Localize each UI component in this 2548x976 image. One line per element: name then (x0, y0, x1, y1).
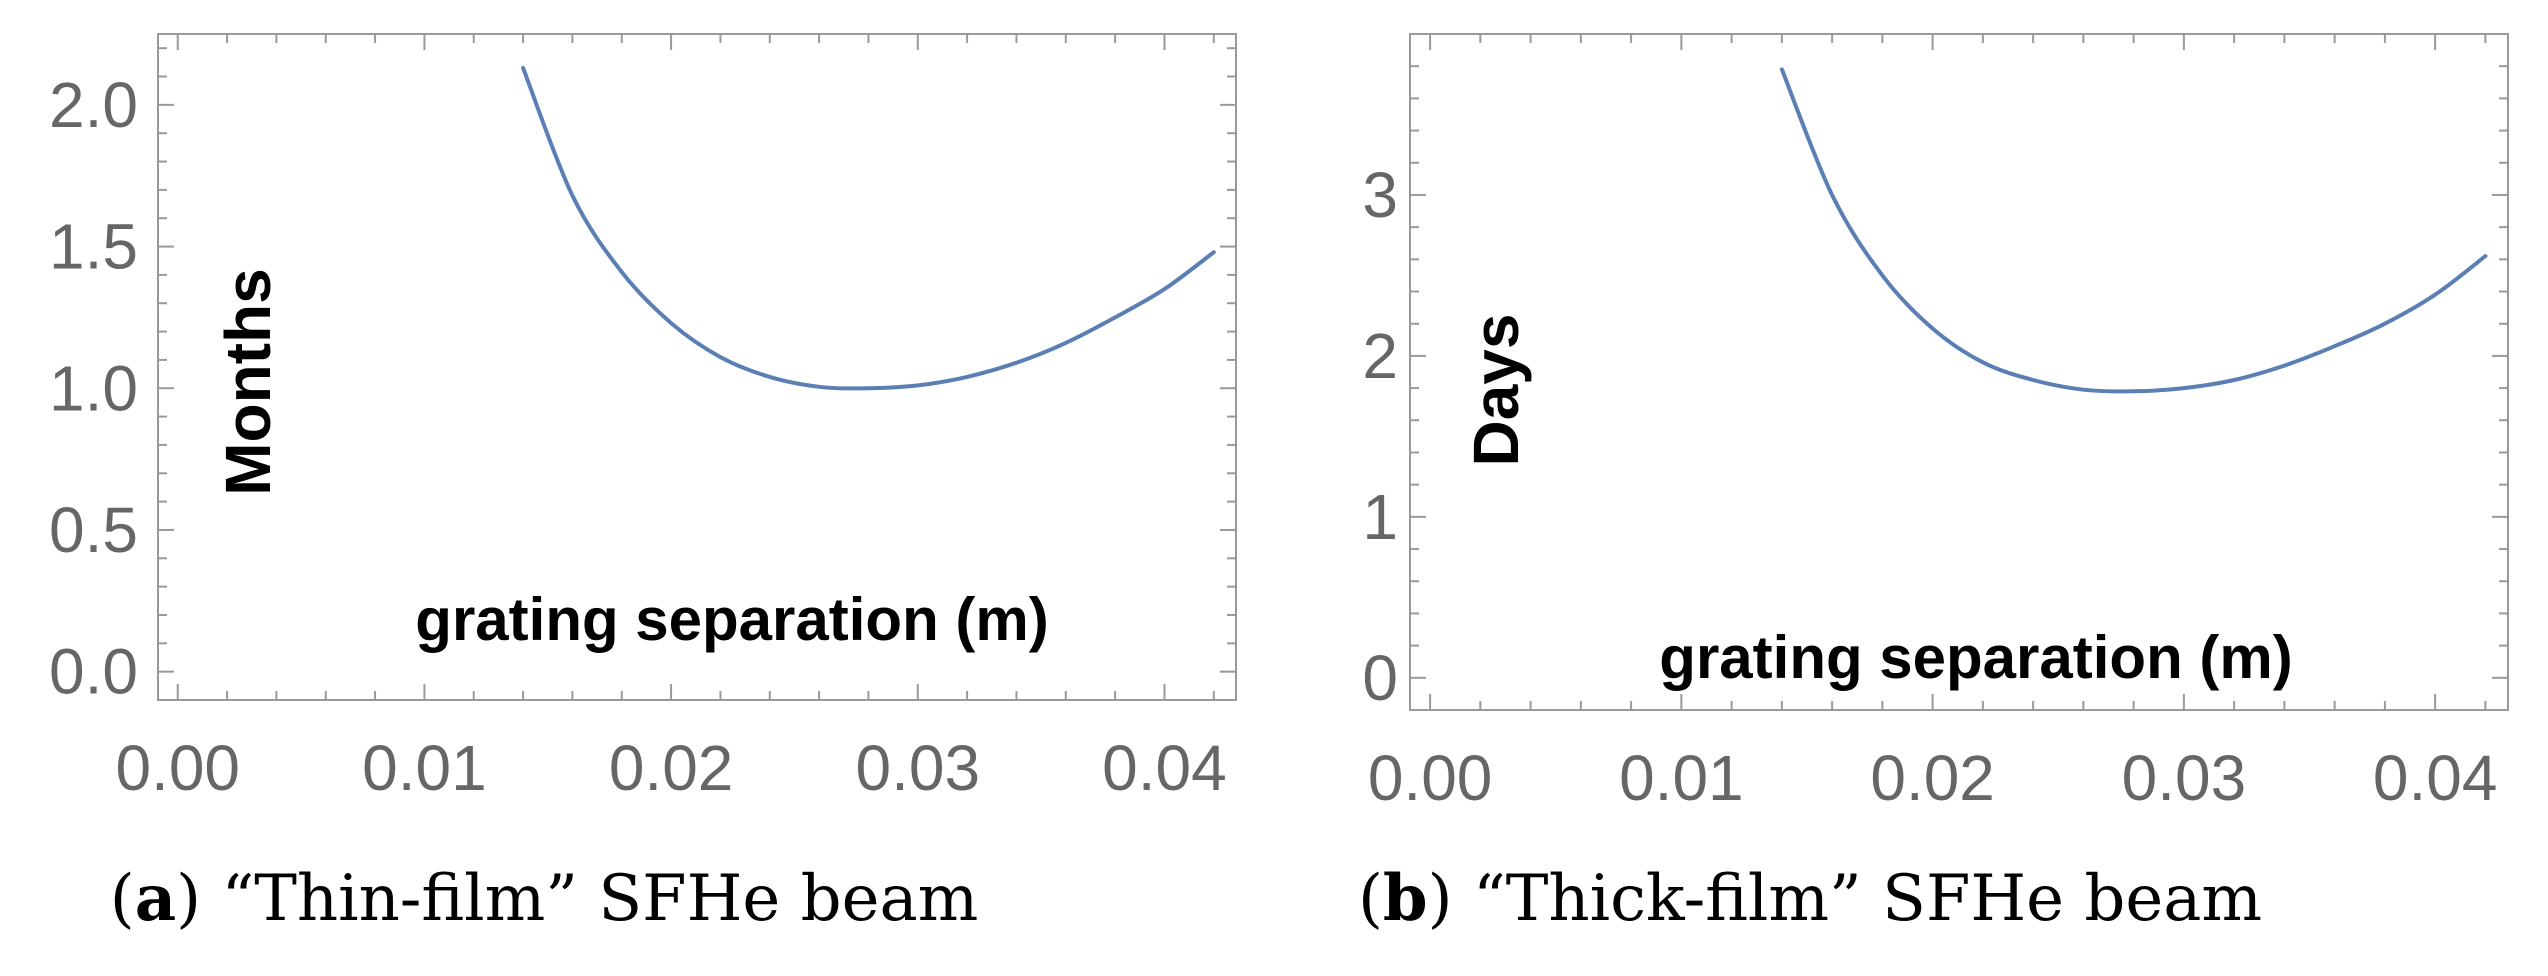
y-tick-label: 1.0 (49, 352, 138, 424)
y-tick-label: 1.5 (49, 211, 138, 283)
plot-frame (1409, 33, 2509, 711)
x-tick-label: 0.02 (1870, 742, 1995, 814)
plot-frame (157, 33, 1237, 701)
tick-marks (1410, 33, 2508, 711)
panel-a: 0.00 0.01 0.02 0.03 0.04 0.0 0.5 1.0 1.5 2.0 Mont… (49, 33, 1237, 936)
x-axis-label: grating separation (m) (1659, 624, 2292, 691)
y-tick-label: 0.0 (49, 636, 138, 708)
tick-labels: 0.00 0.01 0.02 0.03 0.04 0 1 2 3 (1362, 159, 2497, 814)
panel-b: 0.00 0.01 0.02 0.03 0.04 0 1 2 3 Days grating se… (1358, 33, 2509, 936)
x-axis-label: grating separation (m) (415, 586, 1048, 653)
y-axis-label: Months (212, 268, 284, 496)
panel-caption: (b) “Thick-film” SFHe beam (1358, 861, 2262, 936)
panel-label: b (1383, 861, 1428, 936)
tick-marks (158, 34, 1236, 701)
y-tick-label: 3 (1362, 159, 1398, 231)
x-tick-label: 0.01 (1619, 742, 1744, 814)
x-tick-label: 0.04 (2373, 742, 2498, 814)
y-tick-label: 2.0 (49, 69, 138, 141)
y-tick-label: 0 (1362, 642, 1398, 714)
x-tick-label: 0.03 (855, 732, 980, 804)
x-tick-label: 0.00 (1368, 742, 1493, 814)
x-tick-label: 0.02 (609, 732, 734, 804)
y-tick-label: 0.5 (49, 494, 138, 566)
x-tick-label: 0.00 (115, 732, 240, 804)
data-curve (521, 66, 1216, 391)
caption-text: “Thick-film” SFHe beam (1473, 862, 2262, 936)
x-tick-label: 0.03 (2122, 742, 2247, 814)
x-tick-label: 0.01 (362, 732, 487, 804)
x-tick-label: 0.04 (1102, 732, 1227, 804)
y-tick-label: 2 (1362, 320, 1398, 392)
tick-labels: 0.00 0.01 0.02 0.03 0.04 0.0 0.5 1.0 1.5 2.0 (49, 69, 1227, 804)
panel-caption: (a) “Thin-film” SFHe beam (110, 861, 979, 936)
y-axis-label: Days (1460, 314, 1532, 467)
caption-text: “Thin-film” SFHe beam (221, 862, 978, 936)
data-curve (1779, 67, 2488, 394)
y-tick-label: 1 (1362, 481, 1398, 553)
panel-label: a (135, 861, 176, 936)
